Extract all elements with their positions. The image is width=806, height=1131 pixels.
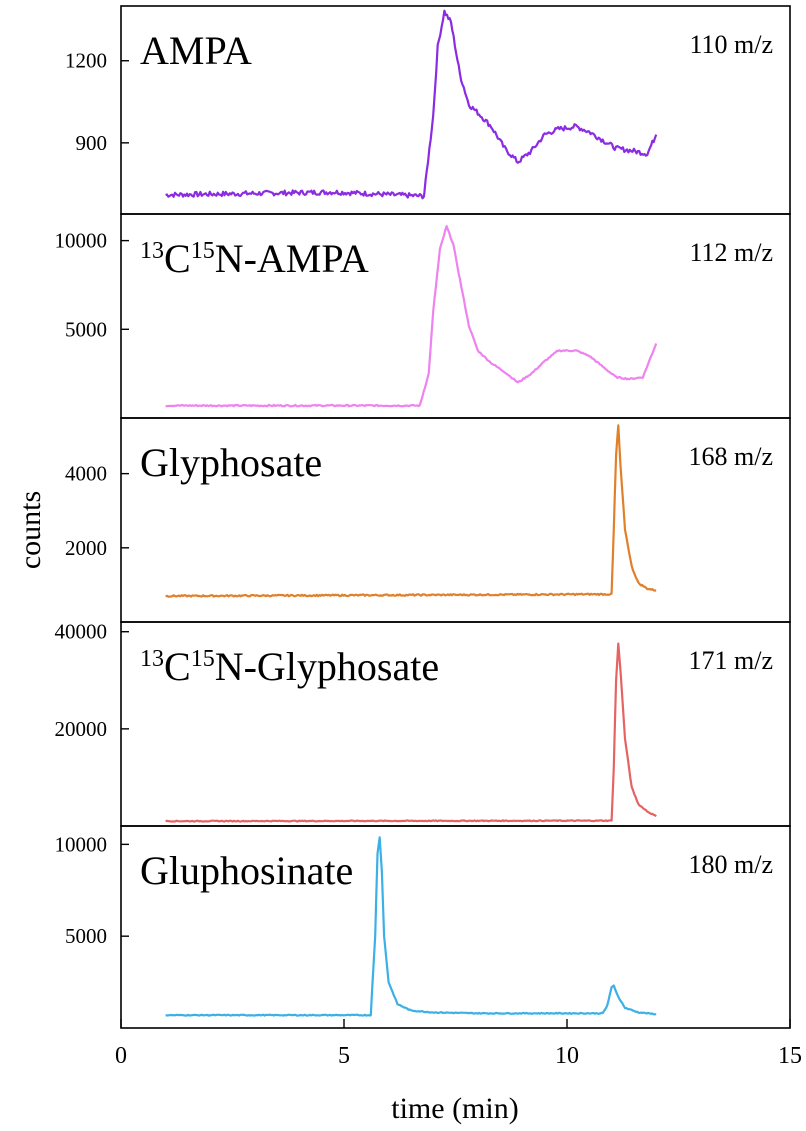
y-tick-label: 10000 [55,832,108,856]
panel-frame [120,825,791,1029]
panel-compound-label: Glyphosate [140,440,322,485]
y-tick-label: 2000 [65,536,107,560]
panel-compound-label: AMPA [140,28,252,73]
series-line [165,9,658,200]
label-superscript: 13 [140,646,164,672]
x-tick-label: 0 [115,1043,127,1069]
label-text: Gluphosinate [140,848,353,893]
panel-compound-label: 13C15N-Glyphosate [140,644,439,689]
label-superscript: 15 [191,238,215,264]
series-line [165,225,658,408]
panel-5: 5000 10000 Gluphosinate 180 m/z [55,825,791,1029]
label-text: C [164,236,191,281]
series-line [165,642,657,823]
label-text: N-AMPA [215,236,369,281]
label-superscript: 15 [191,646,215,672]
panel-compound-label: Gluphosinate [140,848,353,893]
y-tick-label: 4000 [65,462,107,486]
label-text: Glyphosate [140,440,322,485]
panel-2: 5000 10000 13C15N-AMPA 112 m/z [55,213,791,419]
panel-mz-label: 171 m/z [689,646,774,675]
y-tick-label: 5000 [65,924,107,948]
y-tick-label: 10000 [55,229,108,253]
x-tick-label: 10 [555,1043,579,1069]
y-axis-title: counts [14,491,47,569]
x-tick-label: 5 [338,1043,350,1069]
x-tick-label: 15 [778,1043,802,1069]
panel-compound-label: 13C15N-AMPA [140,236,369,281]
panel-mz-label: 110 m/z [689,30,773,59]
y-tick-label: 20000 [55,717,108,741]
label-superscript: 13 [140,238,164,264]
label-text: C [164,644,191,689]
series-line [165,424,657,598]
panel-mz-label: 168 m/z [689,442,774,471]
x-axis-title: time (min) [391,1092,518,1125]
panel-3: 2000 4000 Glyphosate 168 m/z [65,417,791,623]
y-tick-label: 1200 [65,49,107,73]
x-axis: 0 5 10 15 [115,1019,802,1069]
y-tick-label: 40000 [55,620,108,644]
panel-mz-label: 180 m/z [689,850,774,879]
panel-4: 20000 40000 13C15N-Glyphosate 171 m/z [55,620,791,827]
panel-1: 900 1200 AMPA 110 m/z [65,5,791,215]
label-text: N-Glyphosate [215,644,439,689]
label-text: AMPA [140,28,252,73]
y-tick-label: 900 [76,131,108,155]
y-tick-label: 5000 [65,317,107,341]
panel-mz-label: 112 m/z [689,238,773,267]
series-line [165,836,657,1017]
